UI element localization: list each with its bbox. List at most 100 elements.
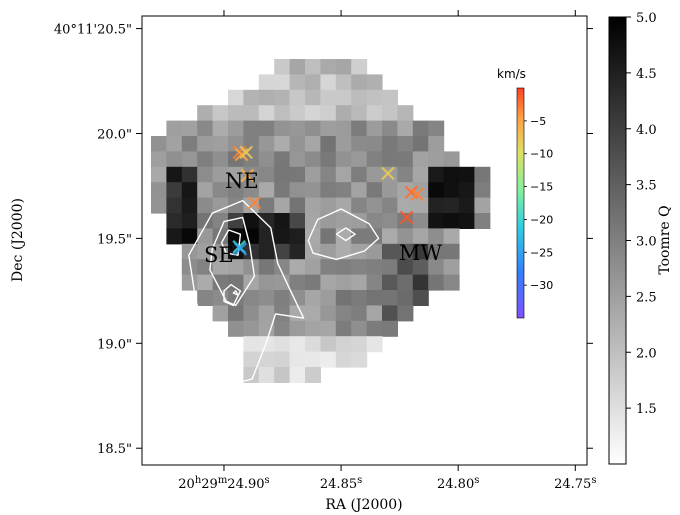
- toomre-q-pixel: [305, 151, 321, 168]
- toomre-q-pixel: [243, 274, 260, 291]
- toomre-q-pixel: [320, 336, 337, 353]
- toomre-q-pixel: [382, 305, 398, 322]
- toomre-q-pixel: [412, 259, 429, 276]
- toomre-q-pixel: [366, 336, 383, 353]
- toomre-q-pixel: [351, 59, 368, 75]
- toomre-q-pixel: [289, 105, 306, 122]
- toomre-q-pixel: [412, 213, 429, 229]
- toomre-q-pixel: [428, 213, 445, 229]
- toomre-q-pixel: [305, 105, 321, 122]
- toomre-q-pixel: [351, 336, 368, 353]
- toomre-q-pixel: [289, 74, 306, 91]
- toomre-q-pixel: [474, 166, 491, 183]
- toomre-q-pixel: [289, 320, 306, 337]
- toomre-q-pixel: [197, 243, 214, 260]
- toomre-q-pixel: [243, 320, 260, 337]
- toomre-q-pixel: [320, 197, 337, 214]
- toomre-q-pixel: [289, 351, 306, 368]
- toomre-q-pixel: [258, 105, 275, 122]
- toomre-q-pixel: [289, 259, 306, 276]
- toomre-q-pixel: [335, 213, 352, 229]
- toomre-q-pixel: [382, 182, 398, 199]
- velocity-colorbar-tick-label: −5: [530, 115, 546, 128]
- toomre-q-pixel: [166, 166, 183, 183]
- x-axis-title: RA (J2000): [325, 497, 402, 513]
- toomre-q-pixel: [289, 182, 306, 199]
- velocity-marker: [240, 168, 255, 183]
- toomre-q-pixel: [197, 105, 214, 122]
- toomre-q-pixel: [428, 197, 445, 214]
- toomre-q-pixel: [181, 274, 198, 291]
- toomre-q-pixel: [366, 197, 383, 214]
- toomre-q-pixel: [443, 182, 460, 199]
- toomre-q-pixel: [197, 197, 214, 214]
- toomre-q-pixel: [397, 243, 414, 260]
- intensity-contour: [223, 283, 242, 307]
- toomre-q-pixel: [243, 336, 260, 353]
- toomre-q-pixel: [305, 59, 321, 75]
- toomre-q-pixel: [443, 243, 460, 260]
- toomre-q-pixel: [274, 120, 291, 137]
- toomre-q-pixel: [412, 274, 429, 291]
- toomre-q-pixel: [305, 197, 321, 214]
- toomre-q-pixel: [351, 105, 368, 122]
- y-tick-label: 20.0": [97, 127, 132, 142]
- toomre-q-pixel: [274, 320, 291, 337]
- toomre-q-pixel: [212, 290, 229, 306]
- velocity-marker: [247, 195, 262, 210]
- toomre-q-pixel: [382, 259, 398, 276]
- toomre-q-pixel: [274, 228, 291, 245]
- toomre-q-pixel: [151, 166, 167, 183]
- toomre-q-pixel: [258, 120, 275, 137]
- toomre-q-pixel: [166, 213, 183, 229]
- toomre-q-pixel: [274, 351, 291, 368]
- toomre-q-pixel: [320, 305, 337, 322]
- toomre-q-pixel: [412, 120, 429, 137]
- toomre-q-pixel: [382, 274, 398, 291]
- region-label-mw: MW: [399, 241, 443, 265]
- toomre-q-pixel: [197, 151, 214, 168]
- toomre-q-pixel: [305, 166, 321, 183]
- toomre-q-pixel: [382, 213, 398, 229]
- toomre-q-pixel: [351, 274, 368, 291]
- toomre-q-pixel: [289, 228, 306, 245]
- toomre-q-pixel: [197, 259, 214, 276]
- toomre-q-pixel: [228, 290, 244, 306]
- toomre-q-pixel: [274, 59, 291, 75]
- toomre-q-pixel: [382, 320, 398, 337]
- toomre-q-pixel: [443, 197, 460, 214]
- velocity-marker: [239, 145, 254, 160]
- toomre-q-pixel: [289, 274, 306, 291]
- toomre-q-pixel: [305, 367, 321, 383]
- toomre-q-pixel: [289, 243, 306, 260]
- toomre-q-pixel: [320, 74, 337, 91]
- toomre-q-pixel: [320, 136, 337, 152]
- toomre-q-pixel: [181, 213, 198, 229]
- toomre-q-pixel: [428, 259, 445, 276]
- toomre-q-pixel: [351, 89, 368, 106]
- toomre-q-pixel: [212, 151, 229, 168]
- velocity-colorbar-ticks: −5 −10 −15 −20 −25 −30: [524, 115, 553, 292]
- toomre-q-pixel: [151, 136, 167, 152]
- toomre-q-pixel: [274, 197, 291, 214]
- toomre-q-pixel: [397, 151, 414, 168]
- toomre-q-pixel: [305, 74, 321, 91]
- toomre-q-pixel: [351, 351, 368, 368]
- toomre-q-pixel: [320, 120, 337, 137]
- x-tick-label: 24.75s: [554, 475, 596, 493]
- toomre-q-pixel: [243, 120, 260, 137]
- toomre-q-pixel: [320, 274, 337, 291]
- toomre-q-pixel: [289, 197, 306, 214]
- toomre-q-pixel: [258, 166, 275, 183]
- toomre-q-pixel: [397, 182, 414, 199]
- toomre-q-pixel: [382, 89, 398, 106]
- toomre-q-pixel: [412, 243, 429, 260]
- intensity-contour: [188, 199, 305, 384]
- toomre-q-pixel: [335, 120, 352, 137]
- toomre-q-pixel: [474, 197, 491, 214]
- toomre-q-pixel: [351, 166, 368, 183]
- toomre-q-pixel: [289, 89, 306, 106]
- toomre-q-pixel: [228, 274, 244, 291]
- toomre-q-pixel: [181, 182, 198, 199]
